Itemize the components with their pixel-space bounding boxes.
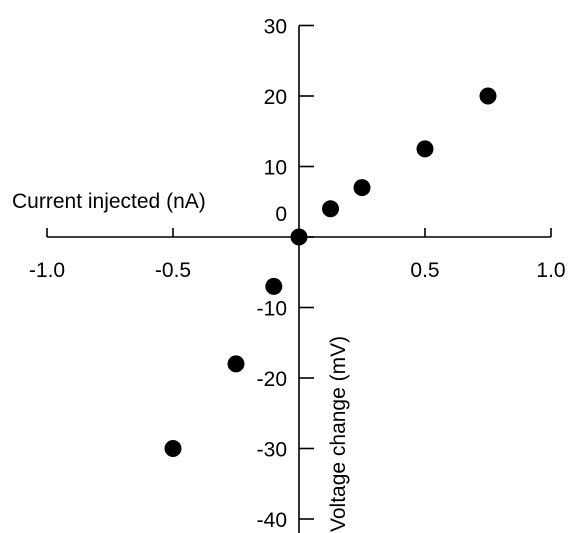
y-tick-label: -10 — [257, 298, 287, 321]
data-point — [290, 228, 308, 246]
data-point — [479, 87, 497, 105]
y-tick-label: 10 — [264, 157, 287, 180]
y-tick-label: 30 — [264, 16, 287, 39]
x-tick-label: -0.5 — [155, 259, 191, 282]
data-points — [164, 87, 497, 457]
y-tick-label: -20 — [257, 368, 287, 391]
data-point — [164, 440, 182, 457]
data-point — [353, 179, 371, 197]
y-tick-label: -30 — [257, 439, 287, 462]
data-point — [322, 200, 339, 218]
data-point — [416, 140, 434, 158]
x-tick-label: -1.0 — [29, 259, 65, 282]
tick-marks — [46, 24, 552, 520]
x-tick-label: 1.0 — [536, 259, 565, 282]
data-point — [227, 355, 245, 373]
tick-labels: -1.0 -0.5 0.5 1.0 30 20 10 0 -10 -20 -30 -40 — [29, 16, 566, 533]
y-tick-label: -40 — [257, 509, 287, 532]
data-point — [265, 277, 283, 295]
x-axis-label: Current injected (nA) — [12, 190, 206, 213]
y-axis-label: Voltage change (mV) — [327, 336, 350, 532]
axes — [47, 25, 551, 533]
y-tick-label: 0 — [275, 203, 287, 226]
x-tick-label: 0.5 — [410, 259, 439, 282]
y-tick-label: 20 — [264, 86, 287, 109]
